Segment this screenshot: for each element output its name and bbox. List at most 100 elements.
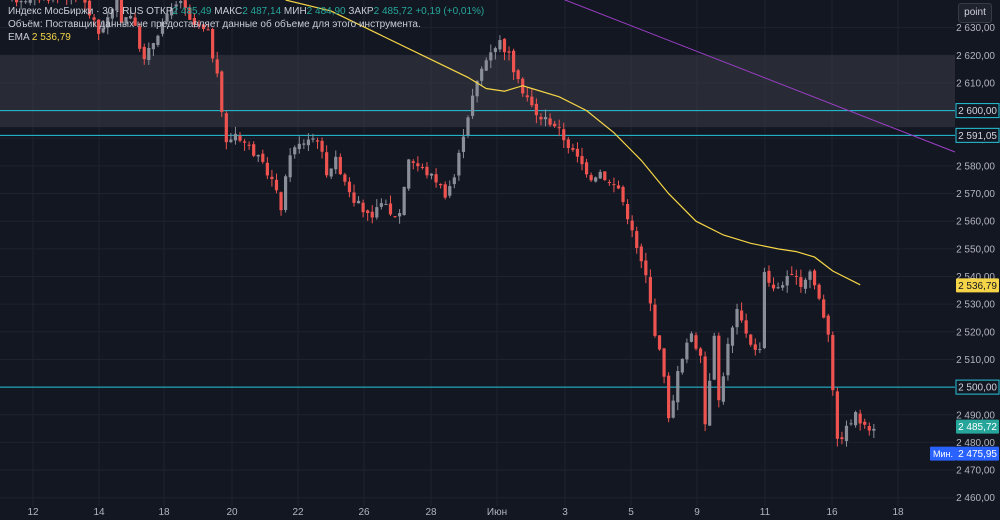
candle — [119, 0, 124, 23]
candle — [826, 313, 830, 343]
hline-label-1: 2 591,05 — [956, 128, 999, 143]
candle — [667, 372, 671, 423]
ema-path — [285, 0, 861, 286]
x-tick-label: 26 — [358, 507, 370, 518]
hline-label-2: 2 500,00 — [956, 380, 999, 395]
candle — [97, 19, 101, 41]
candle — [211, 27, 215, 63]
candle — [338, 153, 342, 176]
candle — [37, 0, 41, 4]
trend-line-segment[interactable] — [560, 0, 956, 153]
candle — [265, 157, 269, 180]
candle — [439, 183, 443, 189]
candle — [115, 0, 119, 18]
candle — [475, 79, 479, 103]
candle — [785, 270, 789, 293]
candle — [648, 269, 652, 312]
candle — [420, 163, 424, 170]
close-value: 2 485,72 — [373, 6, 413, 17]
y-tick-label: 2 530,00 — [956, 300, 995, 311]
candle — [502, 38, 507, 61]
candle — [480, 66, 484, 86]
candle — [698, 347, 703, 364]
candle — [803, 277, 808, 294]
candle — [192, 13, 196, 28]
candle — [676, 365, 680, 411]
candle — [356, 196, 361, 204]
candle — [470, 88, 475, 119]
horizontal-lines[interactable] — [0, 110, 955, 388]
candle — [19, 0, 23, 10]
time-axis[interactable]: 12 14 18 20 22 26 28 Июн 3 5 9 11 16 18 — [0, 506, 955, 520]
candle — [835, 387, 839, 447]
candle — [183, 0, 187, 16]
x-tick-label: 16 — [826, 507, 838, 518]
candle — [680, 358, 684, 375]
candle — [812, 269, 817, 290]
candle — [142, 43, 146, 65]
candle — [361, 199, 365, 218]
candle — [758, 342, 762, 354]
candle — [644, 252, 648, 284]
low-label: МИН — [283, 6, 307, 17]
candle — [867, 422, 871, 436]
candle — [776, 282, 780, 289]
y-tick-label: 2 580,00 — [956, 161, 995, 172]
candle — [106, 12, 110, 35]
candle — [220, 70, 224, 117]
hline-label-border-1 — [955, 127, 1000, 143]
last-price-label: 2 485,72 — [956, 419, 999, 434]
candle — [101, 20, 105, 34]
candle — [284, 174, 288, 213]
candle — [302, 139, 306, 150]
candle — [557, 119, 561, 137]
time-axis-bg — [0, 506, 955, 520]
candle — [370, 205, 374, 224]
candle — [311, 133, 315, 143]
symbol-name[interactable]: Индекс МосБиржи · 30 · RUS — [8, 6, 144, 17]
legend-ema-row[interactable]: EMA 2 536,79 — [8, 31, 484, 44]
x-tick-label: 11 — [760, 507, 771, 518]
candle — [840, 431, 844, 445]
candle — [530, 89, 534, 108]
trend-line[interactable] — [560, 0, 956, 153]
candle — [484, 57, 488, 72]
candle — [461, 128, 466, 159]
candle — [238, 132, 242, 143]
volume-note: Объём: Поставщик данных не предоставляет… — [8, 19, 421, 30]
svg-text:2 591,05: 2 591,05 — [958, 131, 997, 142]
candle — [539, 113, 543, 126]
candle — [343, 172, 347, 186]
candle — [434, 168, 438, 188]
candle — [771, 277, 776, 292]
open-label: ОТКР — [146, 6, 173, 17]
candle — [14, 0, 19, 7]
candle — [315, 137, 320, 149]
point-button[interactable]: point — [958, 3, 992, 23]
candle — [334, 150, 338, 174]
candle — [201, 24, 206, 32]
candle — [493, 46, 497, 60]
candle — [206, 24, 210, 31]
candle — [320, 137, 324, 159]
candle — [749, 333, 753, 347]
candle — [512, 48, 516, 81]
candle — [83, 0, 87, 11]
candle — [607, 179, 611, 186]
svg-text:2 600,00: 2 600,00 — [958, 106, 997, 117]
candle — [92, 13, 96, 27]
candle — [566, 136, 570, 154]
x-tick-label: 3 — [562, 507, 568, 518]
y-tick-label: 2 630,00 — [956, 23, 995, 34]
candle — [229, 133, 233, 144]
candle — [689, 331, 694, 343]
candle — [735, 303, 739, 335]
candle — [781, 281, 785, 291]
hline-label-0: 2 600,00 — [956, 103, 999, 118]
y-tick-label: 2 510,00 — [956, 355, 995, 366]
candle — [242, 139, 247, 151]
candle — [726, 337, 730, 381]
candle — [179, 0, 183, 9]
price-axis[interactable]: 2 630,002 620,002 610,002 600,002 590,00… — [955, 0, 1000, 520]
